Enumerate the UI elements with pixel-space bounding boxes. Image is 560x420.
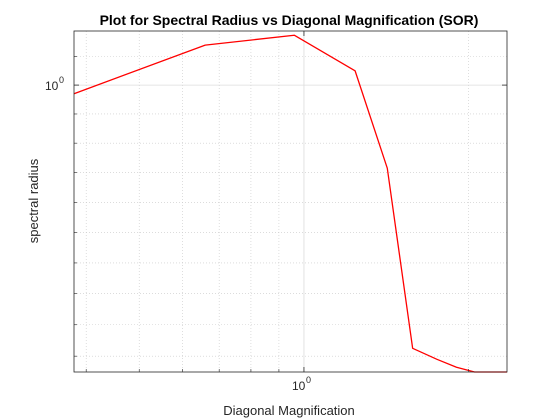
x-ticks: 10 0 bbox=[85, 31, 469, 393]
axes-background bbox=[74, 31, 507, 372]
minor-grid bbox=[74, 31, 507, 372]
x-tick-label: 10 bbox=[292, 379, 306, 393]
x-axis-label: Diagonal Magnification bbox=[223, 403, 355, 418]
major-grid bbox=[74, 31, 507, 372]
y-ticks: 10 0 bbox=[45, 56, 507, 357]
y-axis-label: spectral radius bbox=[26, 158, 41, 243]
y-tick-label-exponent: 0 bbox=[59, 75, 64, 85]
y-tick-label: 10 bbox=[45, 79, 59, 93]
chart-title: Plot for Spectral Radius vs Diagonal Mag… bbox=[100, 12, 479, 28]
x-tick-label-exponent: 0 bbox=[306, 375, 311, 385]
axes-box bbox=[73, 30, 508, 373]
